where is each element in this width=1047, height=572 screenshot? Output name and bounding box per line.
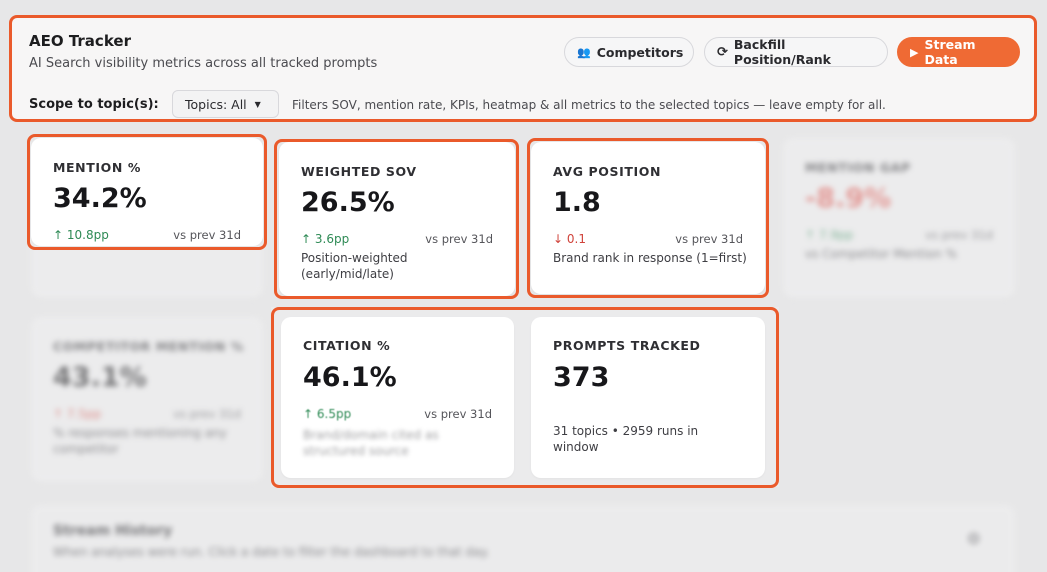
card-label: WEIGHTED SOV xyxy=(301,164,417,179)
highlight-frame xyxy=(527,138,769,298)
card-delta: ↑ 7.5pp xyxy=(53,407,102,421)
highlight-frame xyxy=(274,139,519,299)
card-value: 46.1% xyxy=(303,362,397,393)
metric-card-prompts-tracked: PROMPTS TRACKED 373 31 topics • 2959 run… xyxy=(531,317,765,478)
metric-card-mention: MENTION % 34.2% ↑ 10.8pp vs prev 31d xyxy=(31,138,263,246)
highlight-frame xyxy=(271,307,779,488)
stream-data-button[interactable]: ▶ Stream Data xyxy=(897,37,1020,67)
competitors-button-label: Competitors xyxy=(596,44,684,60)
card-delta: ↑ 7.9pp xyxy=(805,228,854,242)
metric-card-avg-position: AVG POSITION 1.8 ↓ 0.1 vs prev 31d Brand… xyxy=(531,142,765,294)
topics-select[interactable]: Topics: All ▼ xyxy=(172,90,279,118)
stream-data-button-label: Stream Data xyxy=(924,37,976,67)
card-label: PROMPTS TRACKED xyxy=(553,338,701,353)
card-compare: vs prev 31d xyxy=(173,407,241,421)
card-value: 1.8 xyxy=(553,187,601,218)
settings-icon[interactable]: ⚙ xyxy=(966,529,981,548)
card-value: 26.5% xyxy=(301,187,395,218)
card-delta: ↑ 6.5pp xyxy=(303,407,352,421)
card-compare: vs prev 31d xyxy=(173,228,241,242)
scope-label: Scope to topic(s): xyxy=(29,97,159,112)
card-compare: vs prev 31d xyxy=(424,407,492,421)
card-compare: vs prev 31d xyxy=(675,232,743,246)
backfill-button[interactable]: ⟳ Backfill Position/Rank xyxy=(704,37,888,67)
stream-history-subtitle: When analyses were run. Click a date to … xyxy=(53,545,490,559)
card-sub: % responses mentioning any competitor xyxy=(53,426,227,456)
backfill-button-label: Backfill Position/Rank xyxy=(733,37,831,67)
competitors-button[interactable]: 👥 Competitors xyxy=(564,37,694,67)
card-sub: 31 topics • 2959 runs in window xyxy=(553,424,699,454)
card-label: MENTION % xyxy=(53,160,141,175)
chevron-down-icon: ▼ xyxy=(254,99,261,109)
highlight-frame xyxy=(27,134,267,250)
card-delta: ↑ 3.6pp xyxy=(301,232,350,246)
refresh-icon: ⟳ xyxy=(717,44,728,60)
card-sub: vs Competitor Mention % xyxy=(805,247,957,261)
metric-card-citation: CITATION % 46.1% ↑ 6.5pp vs prev 31d Bra… xyxy=(281,317,514,478)
scope-help-text: Filters SOV, mention rate, KPIs, heatmap… xyxy=(292,98,886,112)
metric-card-mention-gap: MENTION GAP -8.9% ↑ 7.9pp vs prev 31d vs… xyxy=(783,138,1015,298)
card-compare: vs prev 31d xyxy=(425,232,493,246)
card-label: MENTION GAP xyxy=(805,160,911,175)
card-delta: ↓ 0.1 xyxy=(553,232,586,246)
card-sub: Brand rank in response (1=first) xyxy=(553,251,747,265)
header-panel: AEO Tracker AI Search visibility metrics… xyxy=(9,15,1037,122)
card-label: CITATION % xyxy=(303,338,391,353)
topics-select-value: Topics: All xyxy=(185,96,247,112)
card-label: AVG POSITION xyxy=(553,164,662,179)
metric-card-weighted-sov: WEIGHTED SOV 26.5% ↑ 3.6pp vs prev 31d P… xyxy=(279,142,515,296)
card-compare: vs prev 31d xyxy=(925,228,993,242)
metric-card-competitor-mention: COMPETITOR MENTION % 43.1% ↑ 7.5pp vs pr… xyxy=(31,317,263,482)
card-label: COMPETITOR MENTION % xyxy=(53,339,244,354)
page-title: AEO Tracker xyxy=(29,32,131,50)
card-delta: ↑ 10.8pp xyxy=(53,228,109,242)
play-icon: ▶ xyxy=(910,45,919,59)
stream-history-title: Stream History xyxy=(53,523,173,539)
card-sub: Position-weighted (early/mid/late) xyxy=(301,251,408,281)
card-value: -8.9% xyxy=(805,183,892,214)
card-value: 34.2% xyxy=(53,183,147,214)
card-value: 373 xyxy=(553,362,610,393)
users-icon: 👥 xyxy=(577,45,591,59)
stream-history-panel: Stream History When analyses were run. C… xyxy=(31,505,1015,572)
page-subtitle: AI Search visibility metrics across all … xyxy=(29,56,378,71)
card-sub: Brand/domain cited as structured source xyxy=(303,428,439,458)
card-value: 43.1% xyxy=(53,362,147,393)
